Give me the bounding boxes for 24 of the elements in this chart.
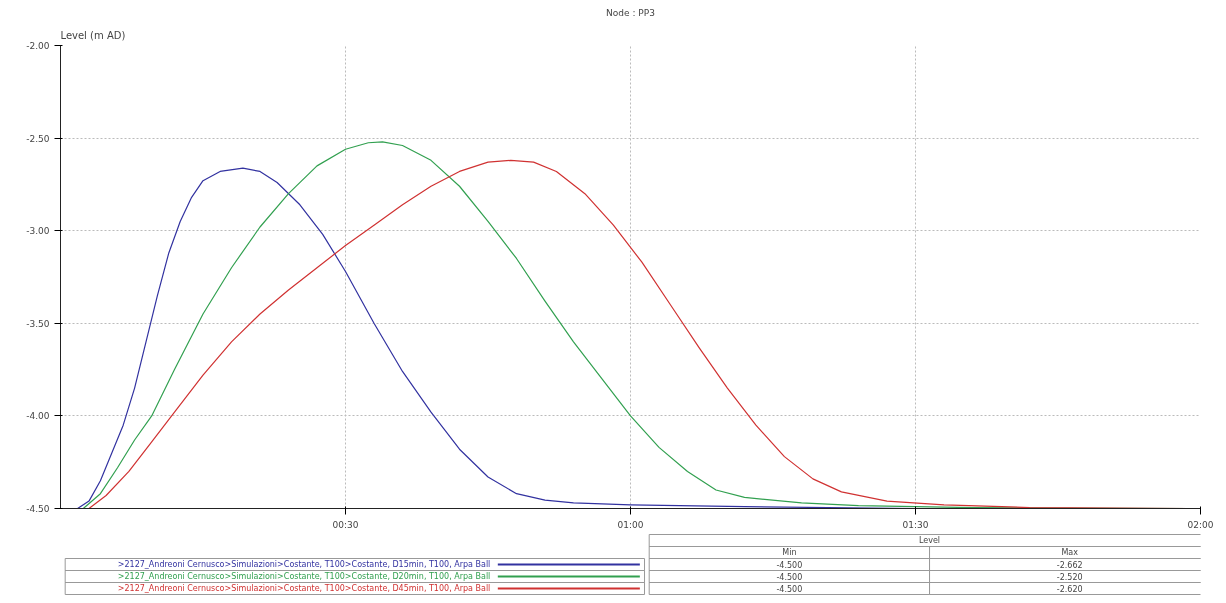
- text: -4.500: [776, 585, 803, 594]
- legend-title: Level: [918, 536, 941, 545]
- y-axis-title: Level (m AD): [60, 29, 126, 41]
- y-tick-label: -4.00: [26, 411, 50, 422]
- x-tick-label: 01:00: [617, 519, 644, 530]
- text: -2.620: [1056, 585, 1083, 594]
- x-tick-label: 02:00: [1187, 519, 1214, 530]
- x-tick-label: 01:30: [902, 519, 929, 530]
- text: -4.500: [776, 561, 803, 570]
- text: -2.520: [1056, 573, 1083, 582]
- text: >2127_Andreoni Cernusco>Simulazioni>Costante, T100>Costante, D45min, T100, Arpa Ball: [117, 584, 491, 593]
- text: Max: [1061, 548, 1079, 557]
- y-tick-label: -4.50: [26, 504, 50, 514]
- y-tick-label: -2.00: [26, 41, 50, 51]
- text: >2127_Andreoni Cernusco>Simulazioni>Costante, T100>Costante, D20min, T100, Arpa Ball: [117, 572, 491, 581]
- chart-title: Node : PP3: [606, 7, 655, 18]
- x-tick-label: 00:30: [332, 519, 359, 530]
- y-tick-label: -3.50: [26, 318, 50, 329]
- text: >2127_Andreoni Cernusco>Simulazioni>Costante, T100>Costante, D15min, T100, Arpa Ball: [117, 560, 491, 569]
- y-tick-label: -2.50: [26, 133, 50, 144]
- text: -2.662: [1056, 561, 1083, 570]
- text: -4.500: [776, 573, 803, 582]
- y-tick-label: -3.00: [26, 226, 50, 237]
- text: Min: [782, 548, 797, 557]
